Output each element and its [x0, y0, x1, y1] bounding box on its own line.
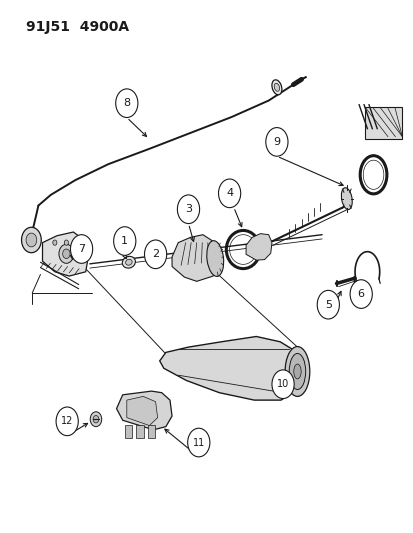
- Ellipse shape: [122, 256, 135, 268]
- Circle shape: [93, 416, 99, 423]
- Text: 3: 3: [185, 204, 192, 214]
- Ellipse shape: [150, 253, 161, 266]
- Circle shape: [21, 227, 41, 253]
- Circle shape: [56, 407, 78, 435]
- Text: 10: 10: [276, 379, 289, 389]
- Text: 2: 2: [152, 249, 159, 260]
- Ellipse shape: [271, 80, 281, 95]
- Ellipse shape: [341, 188, 351, 209]
- Circle shape: [70, 235, 93, 263]
- Ellipse shape: [206, 241, 223, 277]
- Text: 12: 12: [61, 416, 73, 426]
- Circle shape: [349, 280, 371, 309]
- Text: 1: 1: [121, 236, 128, 246]
- Circle shape: [59, 244, 74, 263]
- Circle shape: [53, 240, 57, 245]
- Text: 91J51  4900A: 91J51 4900A: [26, 20, 129, 34]
- Circle shape: [144, 240, 166, 269]
- Ellipse shape: [152, 256, 158, 263]
- Ellipse shape: [285, 346, 309, 397]
- FancyBboxPatch shape: [136, 424, 143, 438]
- Circle shape: [76, 240, 80, 245]
- Ellipse shape: [273, 83, 279, 91]
- FancyBboxPatch shape: [124, 424, 132, 438]
- Circle shape: [265, 127, 287, 156]
- Circle shape: [271, 370, 294, 399]
- Ellipse shape: [125, 260, 132, 265]
- Polygon shape: [364, 108, 401, 139]
- Circle shape: [177, 195, 199, 223]
- Circle shape: [62, 249, 70, 259]
- Circle shape: [218, 179, 240, 208]
- Circle shape: [316, 290, 339, 319]
- Text: 8: 8: [123, 98, 130, 108]
- Ellipse shape: [293, 364, 300, 379]
- Circle shape: [114, 227, 135, 255]
- FancyBboxPatch shape: [147, 424, 155, 438]
- Text: 7: 7: [78, 244, 85, 254]
- Polygon shape: [43, 232, 88, 276]
- Text: 5: 5: [324, 300, 331, 310]
- Text: 6: 6: [357, 289, 364, 299]
- Circle shape: [115, 89, 138, 117]
- Circle shape: [26, 233, 37, 247]
- Text: 4: 4: [225, 188, 233, 198]
- Polygon shape: [159, 336, 303, 400]
- Text: 11: 11: [192, 438, 204, 448]
- Circle shape: [187, 428, 209, 457]
- Text: 9: 9: [273, 137, 280, 147]
- Circle shape: [90, 412, 102, 426]
- Polygon shape: [245, 233, 271, 260]
- Polygon shape: [172, 235, 217, 281]
- Circle shape: [64, 240, 68, 245]
- Ellipse shape: [289, 353, 305, 390]
- Polygon shape: [116, 391, 172, 430]
- Polygon shape: [126, 397, 157, 425]
